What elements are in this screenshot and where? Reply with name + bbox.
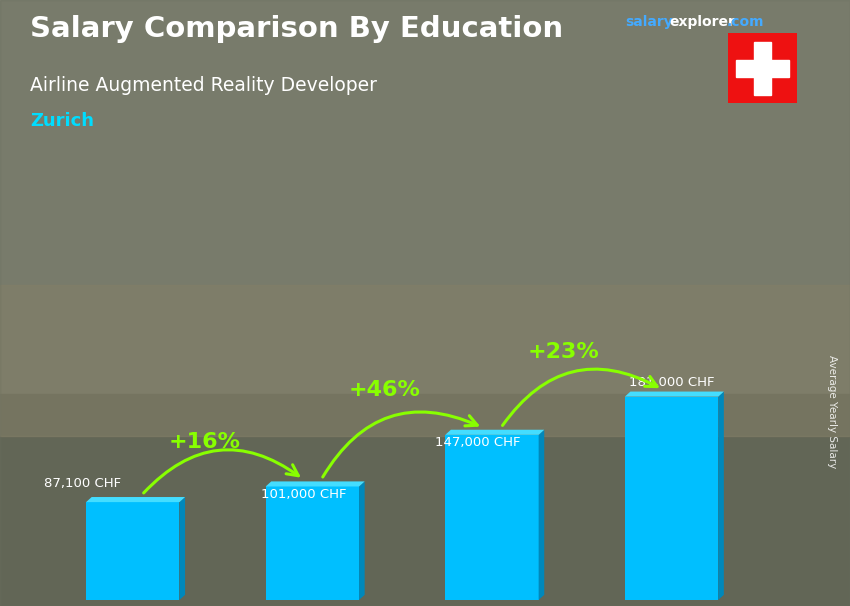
Text: Zurich: Zurich <box>30 112 94 130</box>
Bar <box>86 502 179 600</box>
Polygon shape <box>179 497 185 600</box>
Polygon shape <box>718 391 724 600</box>
Text: salary: salary <box>625 15 672 29</box>
Text: Salary Comparison By Education: Salary Comparison By Education <box>30 15 563 43</box>
Text: 147,000 CHF: 147,000 CHF <box>435 436 520 449</box>
Text: explorer: explorer <box>669 15 734 29</box>
Bar <box>0 0 850 394</box>
Text: 101,000 CHF: 101,000 CHF <box>261 488 346 501</box>
Text: .com: .com <box>727 15 764 29</box>
Text: 87,100 CHF: 87,100 CHF <box>44 477 121 490</box>
Text: Average Yearly Salary: Average Yearly Salary <box>827 356 837 468</box>
Polygon shape <box>86 497 185 502</box>
Bar <box>0 285 850 436</box>
Bar <box>754 42 771 95</box>
Text: 181,000 CHF: 181,000 CHF <box>629 376 714 388</box>
Polygon shape <box>359 481 365 600</box>
Polygon shape <box>539 430 544 600</box>
Polygon shape <box>266 481 365 487</box>
Bar <box>266 487 359 600</box>
Bar <box>0 394 850 606</box>
Polygon shape <box>445 430 544 435</box>
Polygon shape <box>625 391 724 397</box>
Bar <box>736 60 789 76</box>
Text: +16%: +16% <box>168 431 241 451</box>
Text: +23%: +23% <box>528 342 599 362</box>
Text: +46%: +46% <box>348 380 420 400</box>
Text: Airline Augmented Reality Developer: Airline Augmented Reality Developer <box>30 76 377 95</box>
Bar <box>625 397 718 600</box>
Bar <box>445 435 539 600</box>
